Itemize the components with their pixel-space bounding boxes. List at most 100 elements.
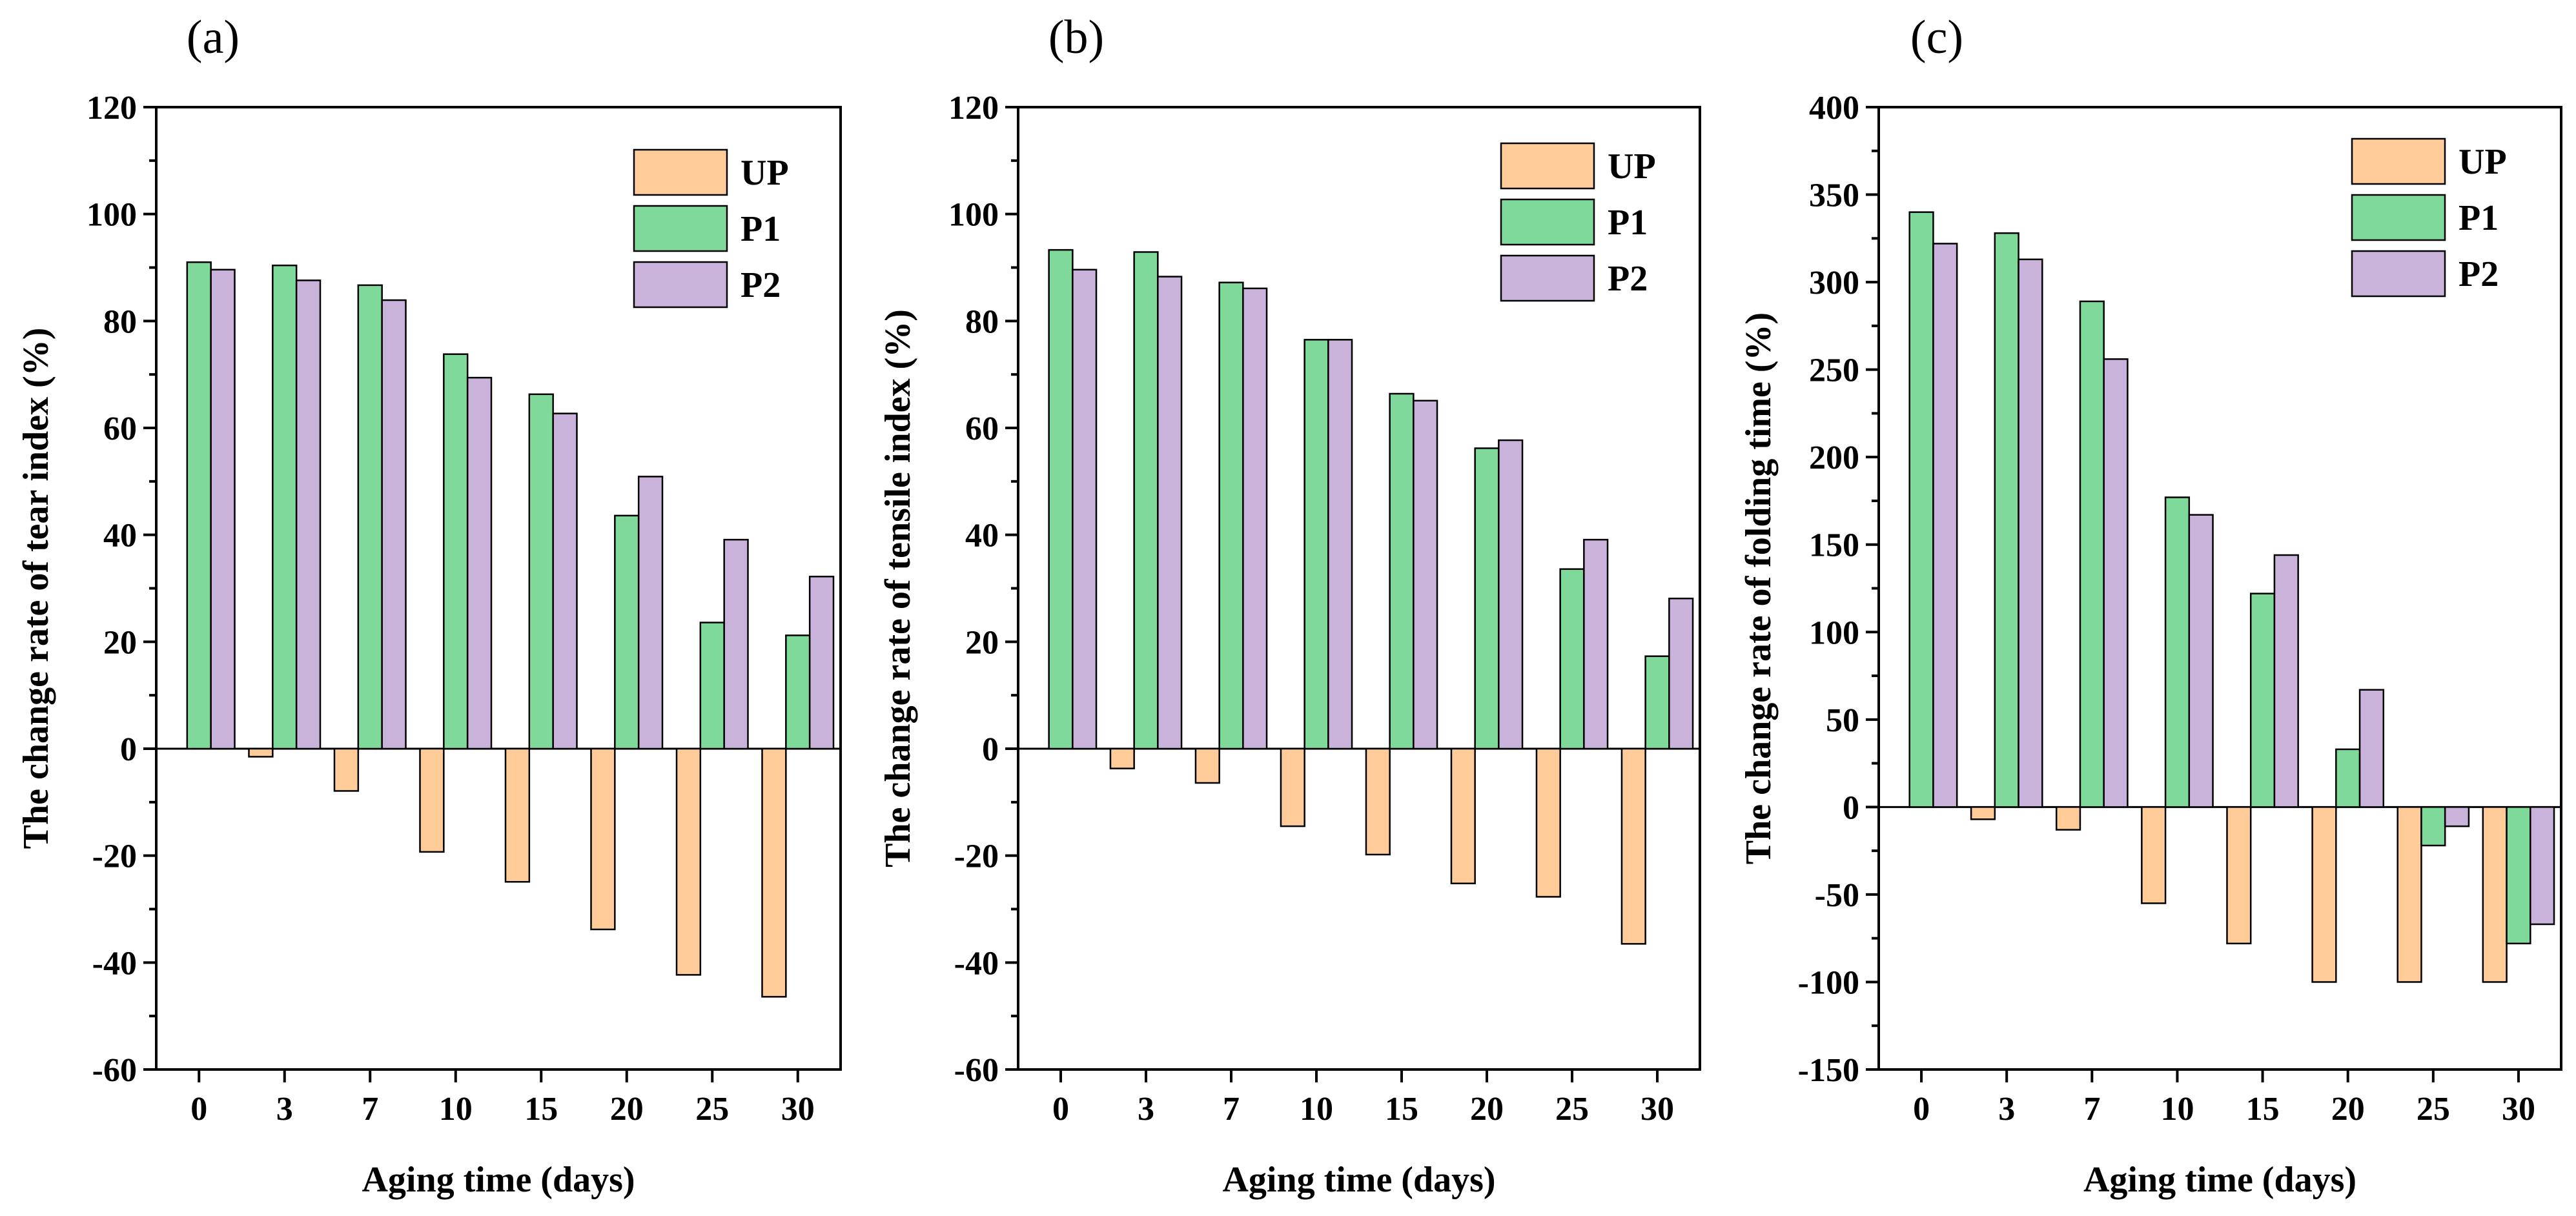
bar-up-7 — [1194, 747, 1220, 784]
panel-label: (c) — [1910, 11, 1963, 64]
y-tick-label: -50 — [1815, 877, 1859, 914]
legend-swatch-up — [2351, 137, 2446, 185]
chart-panel-c: (c) -150 -100 -50 0 50 100 150 200 250 300 350 400 0 3… — [1739, 11, 2562, 1200]
y-tick-label: 60 — [965, 410, 999, 447]
x-tick-label: 30 — [781, 1091, 815, 1128]
bar-up-30 — [1620, 747, 1646, 945]
bar-p2-20 — [637, 476, 664, 750]
plot-frame — [1877, 106, 2562, 1071]
panel-label: (b) — [1048, 11, 1104, 64]
bar-up-20 — [590, 747, 616, 931]
bar-p1-7 — [1218, 281, 1244, 750]
bar-p1-7 — [2079, 300, 2105, 808]
y-tick-label: -20 — [954, 838, 999, 875]
y-tick-label: 120 — [948, 90, 999, 127]
bar-p2-30 — [1668, 597, 1694, 750]
y-tick-label: 20 — [103, 624, 137, 661]
y-tick-label: 0 — [120, 731, 137, 768]
x-tick-label: 20 — [1470, 1091, 1504, 1128]
bar-up-7 — [2055, 806, 2081, 831]
bar-up-3 — [1109, 747, 1135, 769]
bar-p2-3 — [1157, 276, 1183, 750]
bar-up-25 — [675, 747, 702, 976]
x-axis-title: Aging time (days) — [2083, 1160, 2356, 1200]
y-tick-label: 60 — [103, 410, 137, 447]
bar-p1-7 — [357, 284, 383, 750]
bar-p2-0 — [1072, 269, 1098, 750]
x-tick-label: 10 — [2160, 1091, 2194, 1128]
y-tick-label: -20 — [92, 838, 137, 875]
bar-p2-10 — [1327, 339, 1353, 750]
y-tick-label: 100 — [87, 197, 137, 234]
bar-up-7 — [333, 747, 360, 792]
legend-label-p2: P2 — [1608, 259, 1648, 299]
legend-swatch-up — [1500, 142, 1595, 190]
bar-p1-10 — [2164, 496, 2191, 808]
bar-p2-30 — [808, 576, 835, 750]
y-tick-label: 40 — [103, 518, 137, 554]
x-tick-label: 30 — [2502, 1091, 2535, 1128]
bar-p2-0 — [210, 269, 236, 750]
bar-p1-15 — [2249, 593, 2276, 808]
bar-p2-3 — [295, 279, 322, 750]
x-tick-label: 10 — [439, 1091, 473, 1128]
x-tick-label: 20 — [2331, 1091, 2365, 1128]
y-tick-label: -150 — [1798, 1052, 1859, 1089]
bar-p1-3 — [1994, 232, 2019, 808]
bar-up-15 — [504, 747, 531, 883]
x-tick-label: 25 — [2417, 1091, 2450, 1128]
bar-p1-20 — [2335, 748, 2361, 808]
bar-p2-15 — [552, 412, 578, 750]
bar-p2-30 — [2530, 806, 2555, 926]
y-tick-label: -60 — [92, 1052, 137, 1089]
legend-label-up: UP — [1608, 147, 1656, 187]
bar-p1-20 — [1474, 447, 1500, 750]
bar-p2-10 — [2188, 514, 2214, 808]
y-axis-title: The change rate of tear index (%) — [16, 328, 56, 849]
panel-label: (a) — [187, 11, 240, 64]
bar-up-10 — [419, 747, 445, 853]
y-tick-label: 50 — [1826, 702, 1859, 739]
bar-p1-3 — [272, 264, 298, 750]
x-tick-label: 0 — [190, 1091, 207, 1128]
bar-p1-30 — [1644, 655, 1670, 750]
x-tick-label: 10 — [1300, 1091, 1333, 1128]
bar-up-10 — [1280, 747, 1305, 827]
x-tick-label: 7 — [362, 1091, 378, 1128]
x-axis-title: Aging time (days) — [362, 1160, 635, 1200]
x-tick-label: 15 — [2246, 1091, 2280, 1128]
bar-up-3 — [1970, 806, 1996, 820]
x-tick-label: 0 — [1052, 1091, 1069, 1128]
x-tick-label: 7 — [2083, 1091, 2100, 1128]
legend-label-p2: P2 — [2458, 254, 2499, 294]
legend-swatch-p2 — [1500, 254, 1595, 302]
bar-up-15 — [1365, 747, 1391, 856]
legend-label-p1: P1 — [1608, 203, 1648, 243]
bar-up-3 — [248, 747, 274, 758]
x-tick-label: 15 — [1385, 1091, 1418, 1128]
bar-up-30 — [761, 747, 787, 998]
y-tick-label: 0 — [1843, 789, 1859, 826]
y-tick-label: 100 — [1809, 614, 1859, 651]
chart-panel-b: (b) -60 -40 -20 0 20 40 60 80 100 120 0 3 7 10 15 20 25 30… — [878, 11, 1701, 1200]
y-axis-title: The change rate of tensile index (%) — [878, 309, 918, 867]
bar-p1-10 — [1303, 339, 1329, 750]
bar-up-30 — [2482, 806, 2508, 983]
bar-p2-25 — [723, 538, 749, 750]
x-tick-label: 25 — [1555, 1091, 1589, 1128]
bar-up-25 — [1535, 747, 1561, 898]
bar-p2-25 — [1583, 538, 1609, 750]
bar-up-10 — [2141, 806, 2167, 904]
x-tick-label: 3 — [1998, 1091, 2015, 1128]
chart-panel-a: (a) -60 -40 -20 0 20 40 60 80 100 120 0 3 7 10 15 20 25 30… — [16, 11, 842, 1200]
legend-label-up: UP — [741, 153, 789, 193]
bar-p2-15 — [2273, 554, 2299, 808]
bar-up-20 — [1450, 747, 1476, 884]
y-tick-label: -40 — [92, 945, 137, 982]
bar-p2-0 — [1932, 243, 1958, 808]
bar-p1-0 — [1908, 211, 1934, 808]
bar-up-15 — [2226, 806, 2252, 945]
bar-up-20 — [2311, 806, 2337, 983]
bar-p1-20 — [614, 514, 640, 750]
